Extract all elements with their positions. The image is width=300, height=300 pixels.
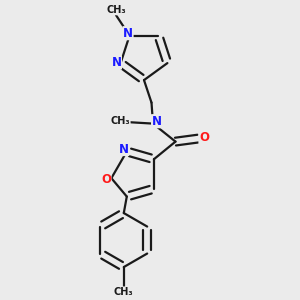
Text: O: O bbox=[101, 172, 111, 186]
Text: O: O bbox=[199, 130, 209, 144]
Text: CH₃: CH₃ bbox=[110, 116, 130, 126]
Text: N: N bbox=[123, 27, 133, 40]
Text: CH₃: CH₃ bbox=[114, 287, 134, 297]
Text: N: N bbox=[119, 142, 129, 155]
Text: N: N bbox=[152, 115, 162, 128]
Text: N: N bbox=[111, 56, 122, 69]
Text: CH₃: CH₃ bbox=[106, 5, 126, 15]
